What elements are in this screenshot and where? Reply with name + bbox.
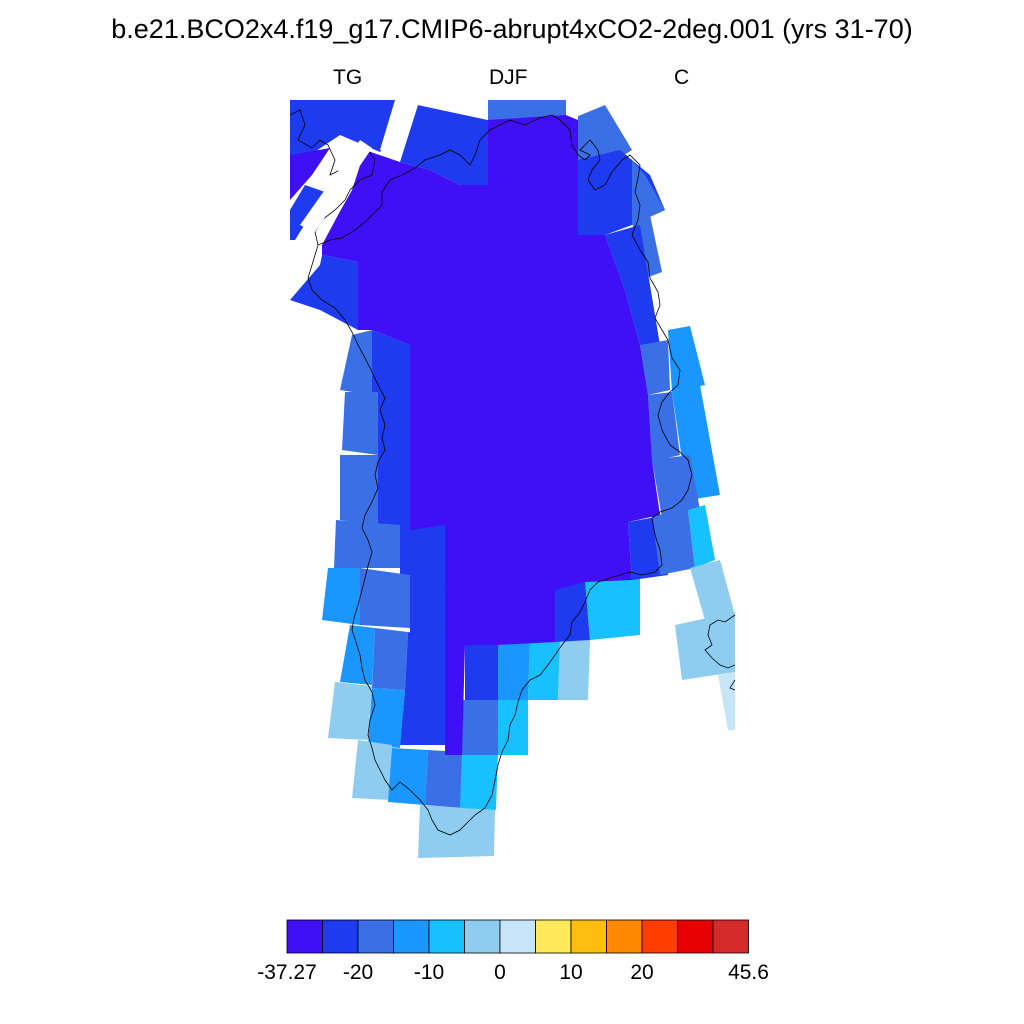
map-cell (462, 700, 498, 755)
map-cell (400, 525, 445, 590)
colorbar-cell (641, 919, 678, 954)
map-cell (328, 682, 372, 740)
map-core (322, 115, 660, 755)
variable-label: TG (333, 66, 363, 89)
map-cell (488, 100, 566, 120)
map-cell (498, 700, 528, 755)
colorbar-cell (322, 919, 359, 954)
colorbar-tick-label: 45.6 (728, 961, 769, 984)
map-cell (465, 645, 498, 700)
colorbar-cell (464, 919, 501, 954)
map-cell (378, 458, 410, 530)
map-cell (388, 748, 428, 805)
map-cell (290, 100, 410, 170)
colorbar-cell (712, 919, 749, 954)
colorbar-tick-label: -20 (342, 961, 374, 984)
map-cell (342, 392, 378, 455)
map-cell (668, 326, 705, 392)
map-cell (340, 330, 372, 395)
map-cell (322, 568, 360, 625)
map-cell (558, 640, 590, 700)
map-cell (372, 628, 408, 690)
map-cell (690, 560, 735, 620)
map-gap (380, 100, 418, 155)
map-gap (410, 100, 488, 120)
colorbar-cell (357, 919, 394, 954)
map-cell (652, 510, 695, 575)
colorbar-cell (677, 919, 714, 954)
map-cell (340, 625, 375, 685)
map-cell (352, 740, 392, 800)
map-cell (605, 225, 660, 345)
coastline (289, 109, 693, 836)
colorbar-tick-label: -10 (413, 961, 445, 984)
map-cell (555, 580, 590, 642)
map-cell (425, 750, 462, 808)
map-cell (368, 688, 405, 748)
colorbar-cell (393, 919, 430, 954)
map-cell (290, 148, 330, 200)
map-cell (334, 520, 400, 568)
map-gap (300, 140, 372, 232)
map-cell (290, 255, 358, 330)
map-cell (372, 330, 410, 395)
colorbar-cell (428, 919, 465, 954)
coastline (704, 614, 736, 691)
map-cell (585, 578, 640, 640)
map-cell (460, 752, 498, 810)
map-cell (648, 392, 680, 462)
map-cell (640, 340, 670, 395)
colorbar-tick-label: 0 (494, 961, 506, 984)
map-cell (688, 505, 715, 568)
colorbar-cell (286, 919, 323, 954)
colorbar-tick-label: -37.27 (257, 961, 317, 984)
map-cell (378, 392, 410, 458)
plot-title: b.e21.BCO2x4.f19_g17.CMIP6-abrupt4xCO2-2… (111, 14, 913, 44)
map-cell (498, 642, 530, 700)
units-label: C (674, 66, 690, 89)
colorbar-tick-label: 20 (630, 961, 654, 984)
map-cell (652, 455, 700, 518)
season-label: DJF (489, 66, 528, 89)
map-cell (410, 580, 445, 640)
colorbar-cell (570, 919, 607, 954)
map-cell (400, 105, 488, 185)
map-gap (566, 100, 610, 116)
map-cell (632, 160, 665, 225)
colorbar-tick-label: 10 (559, 961, 583, 984)
map-cell (360, 568, 410, 628)
map-cell (400, 632, 445, 745)
map-cell (340, 455, 378, 525)
map-cell (290, 185, 325, 240)
colorbar-cell (535, 919, 572, 954)
map-cell (675, 612, 735, 680)
colorbar-cell (606, 919, 643, 954)
colorbar-cell (499, 919, 536, 954)
